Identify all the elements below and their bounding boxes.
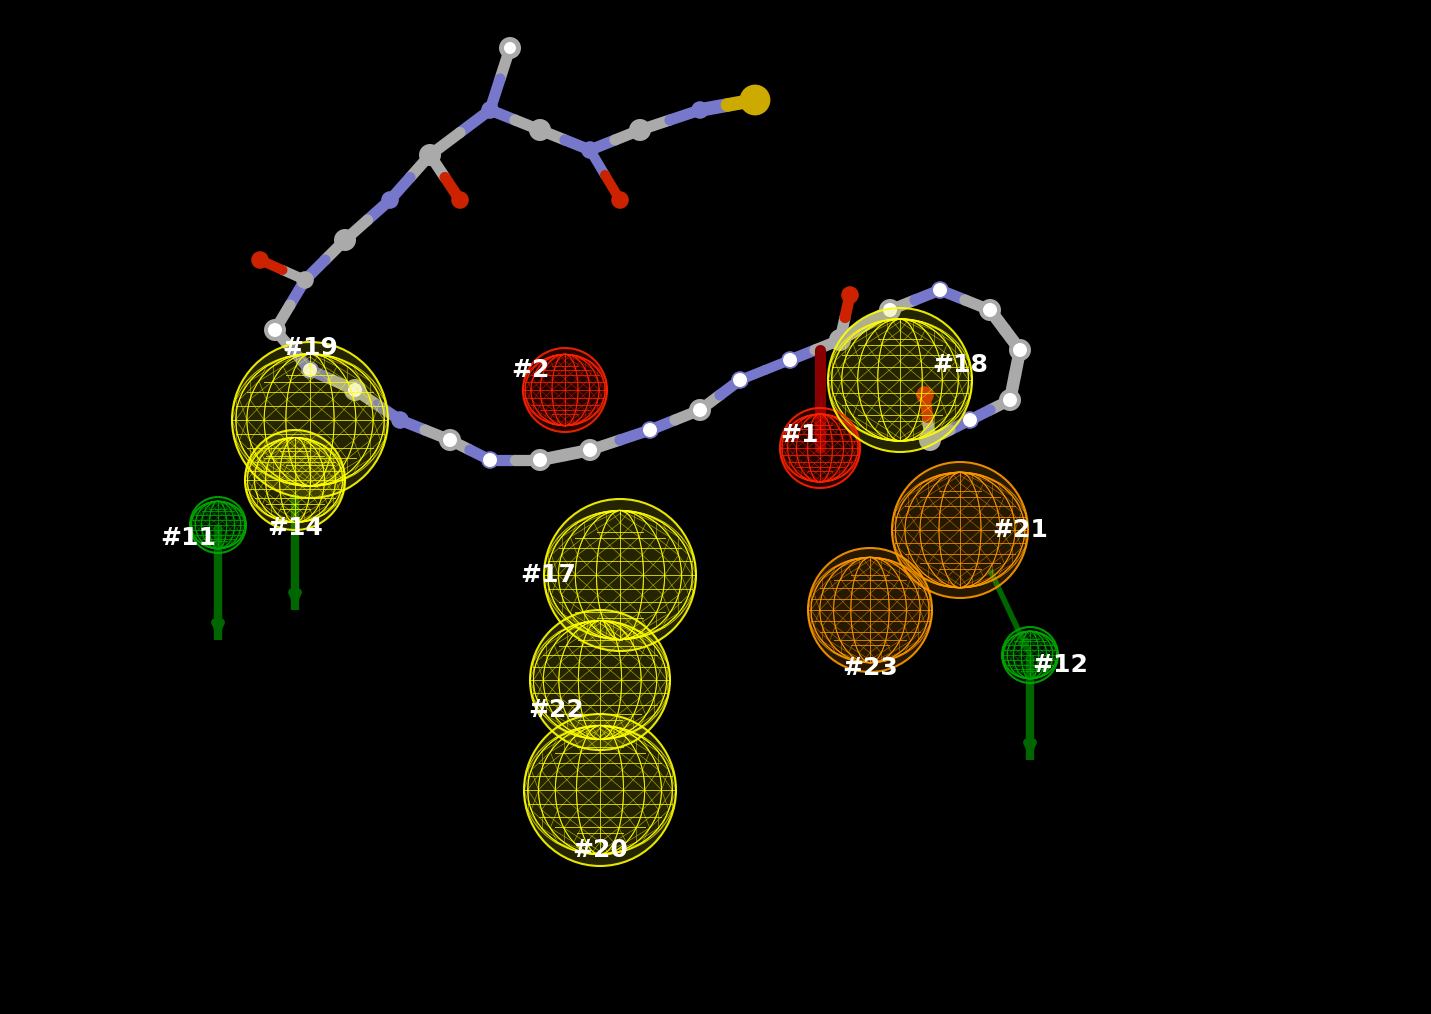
Text: #17: #17: [519, 563, 575, 587]
Circle shape: [1009, 339, 1030, 361]
Circle shape: [963, 413, 977, 427]
Circle shape: [916, 386, 934, 404]
Text: #19: #19: [282, 336, 338, 360]
Circle shape: [892, 462, 1027, 598]
Circle shape: [232, 342, 388, 498]
Circle shape: [643, 423, 657, 437]
Text: #14: #14: [268, 516, 323, 540]
Circle shape: [691, 101, 708, 119]
Text: #21: #21: [992, 518, 1047, 542]
Text: #11: #11: [160, 526, 216, 550]
Circle shape: [529, 610, 670, 750]
Circle shape: [532, 453, 547, 467]
Circle shape: [499, 37, 521, 59]
Circle shape: [630, 119, 651, 141]
Circle shape: [381, 192, 399, 209]
Circle shape: [933, 283, 947, 297]
Circle shape: [301, 361, 319, 379]
Circle shape: [582, 443, 597, 457]
Circle shape: [841, 286, 859, 304]
Circle shape: [983, 303, 997, 317]
Circle shape: [783, 353, 797, 367]
Circle shape: [544, 499, 695, 651]
Circle shape: [932, 281, 949, 299]
Circle shape: [919, 429, 942, 451]
Circle shape: [252, 251, 269, 269]
Circle shape: [419, 144, 441, 166]
Circle shape: [348, 383, 362, 397]
Circle shape: [245, 430, 345, 530]
Text: #1: #1: [781, 423, 820, 447]
Circle shape: [190, 497, 246, 553]
Text: #23: #23: [841, 656, 897, 680]
Circle shape: [641, 421, 658, 439]
Circle shape: [999, 389, 1020, 411]
Circle shape: [979, 299, 1002, 321]
Circle shape: [481, 451, 499, 468]
Circle shape: [343, 379, 366, 401]
Text: #20: #20: [572, 838, 628, 862]
Circle shape: [303, 363, 318, 377]
Circle shape: [693, 403, 707, 417]
Text: #2: #2: [511, 358, 550, 382]
Circle shape: [879, 299, 902, 321]
Circle shape: [439, 429, 461, 451]
Circle shape: [524, 714, 675, 866]
Circle shape: [611, 192, 628, 209]
Text: #18: #18: [932, 353, 987, 377]
Circle shape: [883, 303, 897, 317]
Circle shape: [529, 119, 551, 141]
Circle shape: [780, 408, 860, 488]
Circle shape: [809, 548, 932, 672]
Circle shape: [962, 412, 979, 429]
Circle shape: [268, 323, 282, 337]
Text: #12: #12: [1032, 653, 1088, 677]
Circle shape: [333, 229, 356, 251]
Circle shape: [581, 141, 598, 159]
Circle shape: [529, 449, 551, 470]
Text: #22: #22: [528, 698, 584, 722]
Circle shape: [580, 439, 601, 461]
Circle shape: [504, 42, 517, 54]
Circle shape: [296, 271, 313, 289]
Circle shape: [829, 308, 972, 452]
Circle shape: [740, 84, 770, 116]
Circle shape: [451, 192, 469, 209]
Circle shape: [733, 373, 747, 387]
Circle shape: [731, 371, 748, 388]
Circle shape: [1013, 343, 1027, 357]
Circle shape: [484, 453, 497, 467]
Circle shape: [781, 351, 798, 369]
Circle shape: [522, 348, 607, 432]
Circle shape: [263, 319, 286, 341]
Circle shape: [391, 412, 409, 429]
Circle shape: [1003, 393, 1017, 407]
Circle shape: [688, 399, 711, 421]
Circle shape: [444, 433, 456, 447]
Circle shape: [829, 329, 851, 351]
Circle shape: [481, 101, 499, 119]
Circle shape: [1002, 627, 1058, 683]
